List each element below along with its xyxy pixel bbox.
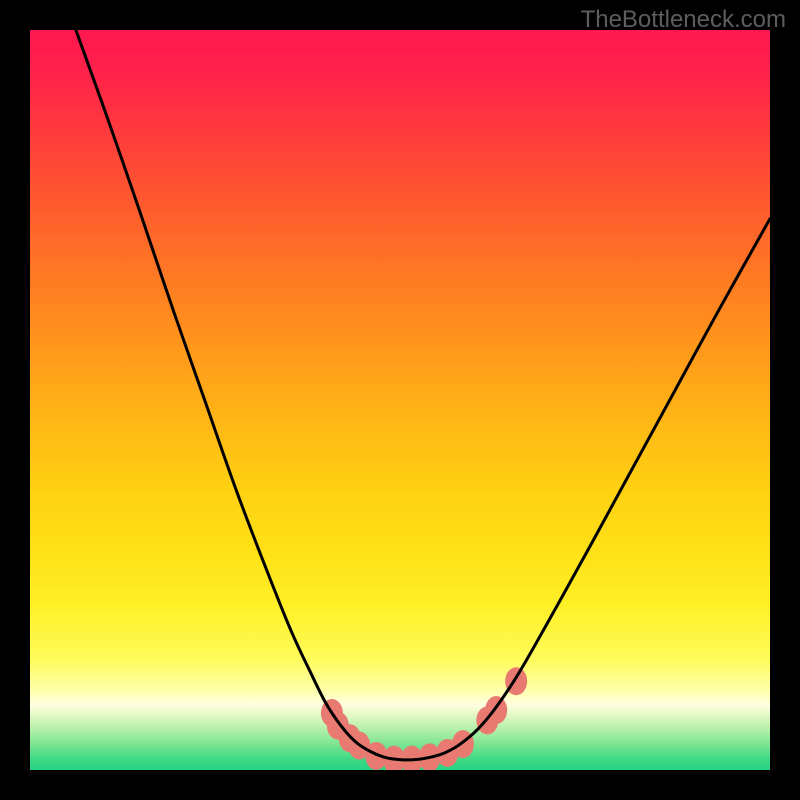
chart-svg — [0, 0, 800, 800]
plot-background — [30, 30, 770, 770]
watermark-text: TheBottleneck.com — [581, 6, 786, 34]
data-marker — [485, 696, 507, 724]
chart-stage: TheBottleneck.com — [0, 0, 800, 800]
